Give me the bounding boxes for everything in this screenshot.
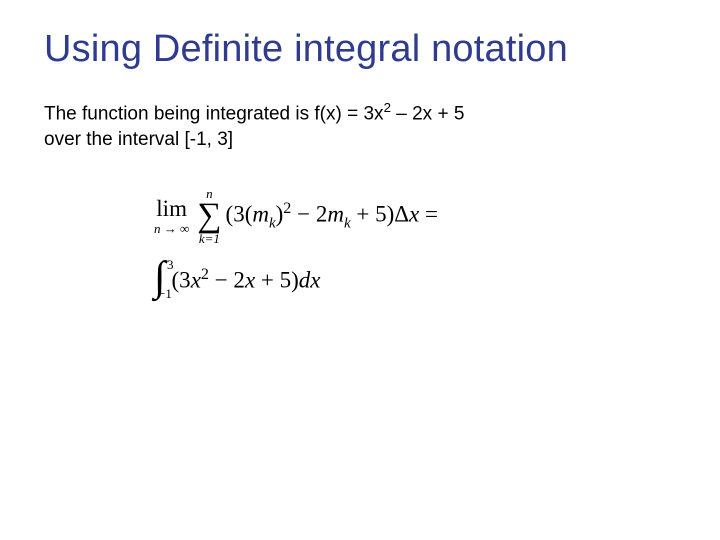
i-d: d <box>299 268 311 293</box>
body-line1-suffix: – 2x + 5 <box>391 103 464 124</box>
slide: Using Definite integral notation The fun… <box>0 0 720 540</box>
integral-expression: (3x2 − 2x + 5)dx <box>172 266 321 294</box>
body-line1-prefix: The function being integrated is f(x) = … <box>44 103 384 124</box>
r-m1: m <box>252 201 269 226</box>
r-m2: m <box>327 201 344 226</box>
sigma-symbol: ∑ <box>197 201 221 232</box>
sigma-lower: k=1 <box>199 232 220 245</box>
riemann-expression: (3(mk)2 − 2mk + 5)Δx = <box>226 200 438 232</box>
r-plus5: + 5)Δ <box>351 201 409 226</box>
body-line2: over the interval [-1, 3] <box>44 129 233 150</box>
math-block: lim n → ∞ n ∑ k=1 (3(mk)2 − 2mk + 5)Δx =… <box>44 187 676 297</box>
i-mid: − 2 <box>209 268 245 293</box>
r-eq: = <box>419 201 438 226</box>
body-text: The function being integrated is f(x) = … <box>44 99 676 153</box>
i-x2: x <box>245 268 255 293</box>
body-line1-exp: 2 <box>384 100 391 115</box>
r-x: x <box>409 201 419 226</box>
limit-sub: n → ∞ <box>154 222 189 235</box>
integral-symbol-wrap: ∫ 3 −1 <box>154 263 166 296</box>
i-x1: x <box>191 268 201 293</box>
i-open: (3 <box>172 268 191 293</box>
limit: lim n → ∞ <box>154 197 189 235</box>
slide-title: Using Definite integral notation <box>44 28 676 71</box>
integral-upper: 3 <box>167 257 174 273</box>
r-k1: k <box>269 215 276 231</box>
i-tail: + 5) <box>255 268 299 293</box>
limit-label: lim <box>156 197 187 220</box>
i-sq: 2 <box>201 266 209 283</box>
i-dxx: x <box>310 268 320 293</box>
integral-row: ∫ 3 −1 (3x2 − 2x + 5)dx <box>154 263 676 296</box>
r-open: (3( <box>226 201 253 226</box>
integral-lower: −1 <box>158 286 172 302</box>
r-minus2: − 2 <box>291 201 327 226</box>
r-k2: k <box>344 215 351 231</box>
sigma: n ∑ k=1 <box>197 187 221 246</box>
riemann-sum-row: lim n → ∞ n ∑ k=1 (3(mk)2 − 2mk + 5)Δx = <box>154 187 676 246</box>
